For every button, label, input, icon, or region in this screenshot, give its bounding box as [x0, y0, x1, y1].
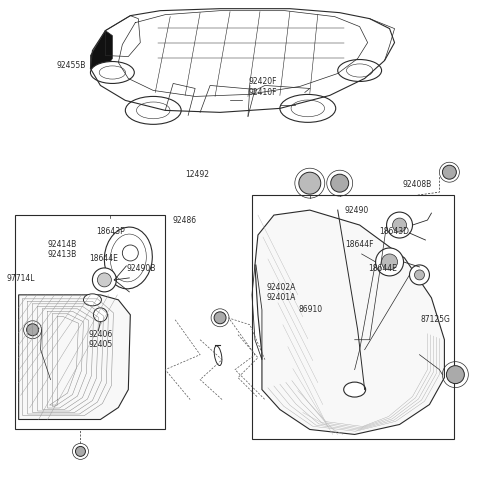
Ellipse shape [84, 294, 101, 306]
Text: 18644F: 18644F [345, 241, 374, 249]
Bar [252, 195, 455, 439]
Ellipse shape [104, 227, 152, 289]
Ellipse shape [125, 96, 181, 124]
Text: 92408B: 92408B [403, 180, 432, 189]
Text: 18644E: 18644E [89, 254, 118, 262]
Circle shape [386, 212, 412, 238]
Circle shape [376, 248, 404, 276]
Circle shape [94, 308, 108, 322]
Circle shape [446, 366, 464, 384]
Polygon shape [255, 210, 444, 434]
Text: 92490B: 92490B [127, 264, 156, 273]
Circle shape [214, 312, 226, 324]
Text: 92455B: 92455B [57, 61, 86, 70]
Circle shape [331, 174, 348, 192]
Bar [15, 215, 165, 430]
Ellipse shape [338, 59, 382, 81]
Text: 92486: 92486 [172, 216, 196, 225]
Circle shape [409, 265, 430, 285]
Text: 97714L: 97714L [6, 274, 35, 283]
Circle shape [299, 172, 321, 194]
Circle shape [122, 245, 138, 261]
Circle shape [26, 324, 38, 336]
Text: 18643D: 18643D [379, 227, 409, 236]
Polygon shape [19, 295, 130, 419]
Circle shape [443, 165, 456, 179]
Circle shape [382, 254, 397, 270]
Text: 92402A
92401A: 92402A 92401A [266, 283, 296, 302]
Text: 18643P: 18643P [96, 227, 125, 236]
Circle shape [393, 218, 407, 232]
Polygon shape [90, 31, 112, 75]
Text: 12492: 12492 [185, 170, 209, 179]
Circle shape [75, 447, 85, 456]
Text: 92490: 92490 [344, 206, 369, 215]
Text: 92420F
92410F: 92420F 92410F [249, 77, 277, 97]
Ellipse shape [90, 61, 134, 83]
Circle shape [97, 273, 111, 287]
Ellipse shape [214, 346, 222, 366]
Text: 92406
92405: 92406 92405 [88, 330, 112, 349]
Text: 86910: 86910 [299, 305, 323, 314]
Circle shape [415, 270, 424, 280]
Circle shape [93, 268, 116, 292]
Ellipse shape [344, 382, 366, 397]
Text: 18644E: 18644E [368, 264, 397, 273]
Text: 87125G: 87125G [420, 315, 450, 324]
Text: 92414B
92413B: 92414B 92413B [48, 240, 77, 259]
Ellipse shape [280, 94, 336, 122]
